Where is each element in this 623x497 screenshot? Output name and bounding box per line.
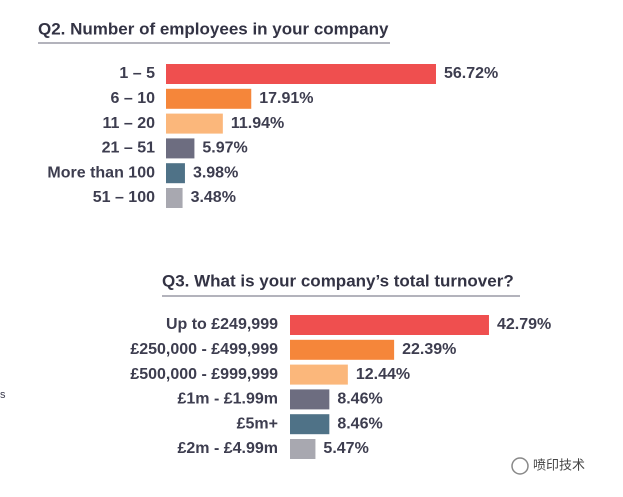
- value-label: 56.72%: [444, 65, 498, 82]
- bar: [166, 113, 223, 134]
- chart-title: Q2. Number of employees in your company: [38, 19, 389, 38]
- value-label: 8.46%: [337, 391, 382, 408]
- category-label: £2m - £4.99m: [177, 440, 278, 457]
- value-label: 5.97%: [202, 140, 247, 157]
- bar: [290, 414, 330, 435]
- value-label: 5.47%: [323, 440, 368, 457]
- category-label: £250,000 - £499,999: [130, 341, 278, 358]
- value-label: 3.98%: [193, 164, 238, 181]
- bar: [290, 439, 316, 459]
- bar: [290, 364, 348, 385]
- bar: [166, 64, 436, 84]
- value-label: 42.79%: [497, 316, 551, 333]
- watermark-icon: [511, 457, 529, 475]
- category-label: 6 – 10: [111, 90, 156, 107]
- category-label: 1 – 5: [119, 65, 155, 82]
- category-label: 51 – 100: [93, 189, 155, 206]
- watermark-group: 喷印技术: [511, 457, 585, 475]
- bar: [166, 138, 195, 159]
- chart-title: Q3. What is your company’s total turnove…: [162, 271, 514, 290]
- bar: [166, 163, 185, 184]
- category-label: £1m - £1.99m: [177, 391, 278, 408]
- category-label: 11 – 20: [103, 115, 156, 132]
- category-label: 21 – 51: [102, 140, 155, 157]
- bar: [166, 88, 252, 109]
- bar: [290, 339, 395, 360]
- value-label: 17.91%: [259, 90, 313, 107]
- bar: [290, 315, 489, 335]
- bar: [166, 188, 183, 208]
- bar: [290, 389, 330, 410]
- watermark: 喷印技术: [533, 457, 585, 472]
- category-label: More than 100: [47, 164, 155, 181]
- category-label: £5m+: [237, 415, 278, 432]
- value-label: 22.39%: [402, 341, 456, 358]
- value-label: 8.46%: [337, 415, 382, 432]
- value-label: 11.94%: [231, 115, 284, 132]
- edge-text: s: [0, 389, 6, 401]
- category-label: £500,000 - £999,999: [130, 366, 278, 383]
- category-label: Up to £249,999: [166, 316, 278, 333]
- value-label: 3.48%: [191, 189, 236, 206]
- value-label: 12.44%: [356, 366, 410, 383]
